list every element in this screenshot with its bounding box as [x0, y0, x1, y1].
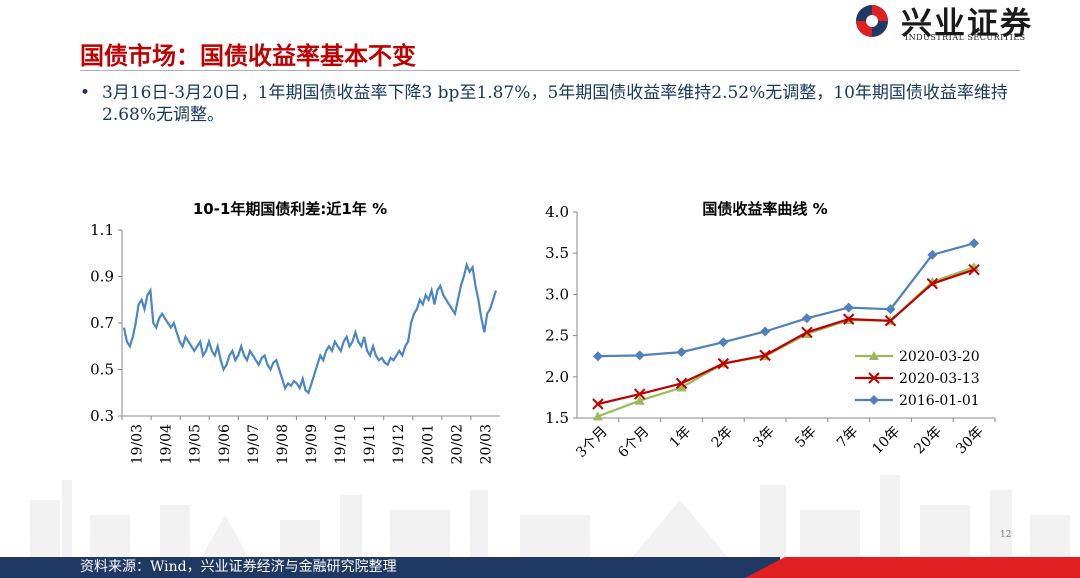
x-tick-label: 6个月 [615, 424, 652, 461]
data-point-x [675, 377, 688, 390]
x-tick-label: 3个月 [573, 424, 610, 461]
chart-title: 国债收益率曲线 % [702, 200, 827, 218]
logo-english-name: INDUSTRIAL SECURITIES [905, 33, 1026, 42]
x-tick-label: 20/01 [420, 424, 436, 464]
data-point-triangle [676, 382, 687, 392]
legend-label: 2020-03-13 [899, 371, 980, 387]
y-tick-label: 4.0 [545, 203, 569, 221]
x-tick-label: 19/06 [217, 424, 233, 464]
y-tick-label: 3.0 [545, 285, 569, 303]
data-point-x [868, 372, 880, 384]
y-tick-label: 0.9 [90, 268, 114, 286]
data-point-x [633, 388, 646, 400]
footer-red-band [745, 557, 1080, 578]
y-tick-label: 0.5 [90, 361, 114, 379]
data-point-triangle [969, 262, 980, 272]
x-tick-label: 2年 [709, 424, 737, 452]
data-point-diamond [801, 313, 812, 324]
x-tick-label: 19/04 [159, 424, 175, 464]
series-line [597, 242, 975, 358]
data-point-diamond [969, 238, 980, 249]
data-point-x [759, 349, 771, 362]
data-point-diamond [634, 350, 645, 361]
x-tick-label: 19/11 [362, 424, 378, 464]
series-2016-01-01 [592, 238, 980, 362]
data-point-x [842, 313, 855, 325]
y-tick-label: 1.5 [545, 409, 569, 427]
x-tick-label: 3年 [750, 424, 778, 452]
data-point-diamond [676, 347, 687, 358]
data-point-x [926, 277, 939, 290]
x-tick-label: 10年 [870, 424, 904, 458]
data-point-x [801, 326, 813, 339]
x-tick-label: 19/07 [246, 424, 262, 464]
x-tick-label: 19/03 [130, 424, 146, 464]
x-tick-label: 19/08 [275, 424, 291, 464]
page-number: 12 [1000, 530, 1012, 540]
skyline-watermark [30, 475, 1070, 560]
y-tick-label: 0.7 [90, 314, 114, 332]
data-point-triangle [634, 395, 645, 405]
legend-label: 2016-01-01 [899, 393, 980, 409]
data-point-x [717, 357, 730, 370]
spread-chart: 10-1年期国债利差:近1年 % 1.1 0.9 0.7 0.5 0.3 19/03 19… [90, 200, 500, 464]
data-point-diamond [843, 302, 854, 313]
source-note: 资料来源：Wind，兴业证券经济与金融研究院整理 [80, 559, 397, 575]
y-tick-label: 3.5 [545, 244, 569, 262]
x-tick-label: 20/02 [449, 424, 465, 464]
footer-blue-band [0, 557, 780, 578]
series-line [597, 268, 975, 406]
footer-bar: 资料来源：Wind，兴业证券经济与金融研究院整理 [0, 557, 1080, 578]
data-point-diamond [760, 326, 771, 337]
y-tick-label: 0.3 [90, 407, 114, 425]
x-tick-label: 7年 [834, 424, 862, 452]
x-tick-label: 30年 [953, 424, 987, 458]
logo-mark-icon [856, 5, 888, 37]
data-point-diamond [869, 395, 879, 405]
page-title: 国债市场：国债收益率基本不变 [80, 42, 416, 70]
x-tick-label: 5年 [792, 424, 820, 452]
data-point-triangle [869, 351, 879, 360]
y-tick-label: 1.1 [90, 221, 114, 239]
spread-series-line [122, 261, 498, 395]
x-tick-label: 19/10 [333, 424, 349, 464]
x-tick-label: 20/03 [478, 424, 494, 464]
x-tick-label: 20年 [911, 424, 945, 458]
chart-title: 10-1年期国债利差:近1年 % [193, 200, 387, 218]
company-logo: 兴业证券 INDUSTRIAL SECURITIES [855, 0, 1070, 48]
data-point-diamond [592, 351, 603, 362]
data-point-diamond [927, 249, 938, 260]
y-tick-label: 2.0 [545, 368, 569, 386]
data-point-x [592, 398, 604, 410]
bullet-text: 3月16日-3月20日，1年期国债收益率下降3 bp至1.87%，5年期国债收益… [102, 83, 1008, 125]
x-tick-label: 19/12 [391, 424, 407, 464]
data-point-x [968, 263, 980, 276]
x-tick-label: 1年 [667, 424, 695, 452]
data-point-diamond [718, 337, 729, 348]
logo-chinese-name: 兴业证券 [901, 6, 1033, 42]
data-point-diamond [885, 304, 896, 315]
title-divider [80, 70, 1020, 71]
data-point-x [884, 315, 897, 327]
data-point-triangle [592, 411, 603, 421]
series-2020-03-13 [592, 263, 980, 410]
x-tick-label: 19/05 [188, 424, 204, 464]
legend: 2020-03-20 2020-03-13 2016-01-01 [855, 349, 980, 409]
legend-label: 2020-03-20 [899, 349, 980, 365]
y-tick-label: 2.5 [545, 327, 569, 345]
x-tick-label: 19/09 [304, 424, 320, 464]
bullet-symbol: • [80, 83, 91, 103]
yield-curve-chart: 国债收益率曲线 % 4.0 3.5 3.0 2.5 2.0 1.5 3个月 6个月 1年 2年 3… [545, 200, 996, 461]
